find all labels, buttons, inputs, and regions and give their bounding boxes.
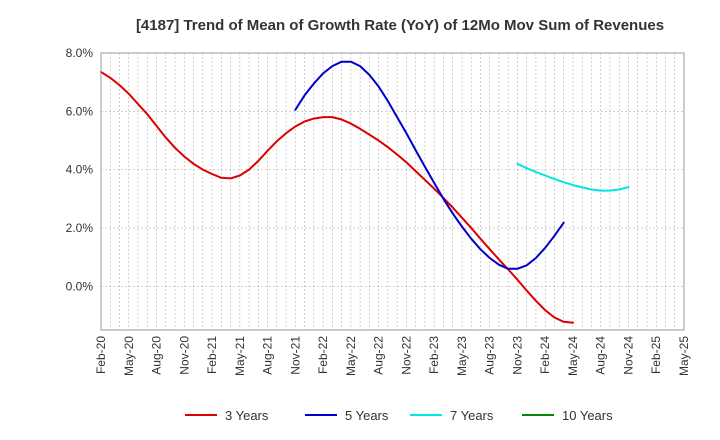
x-tick-label: Nov-22 (399, 336, 413, 375)
legend-label: 10 Years (562, 408, 613, 423)
x-tick-label: May-21 (233, 336, 247, 376)
grid (101, 52, 684, 330)
x-tick-label: Aug-24 (594, 336, 608, 375)
legend-label: 5 Years (345, 408, 389, 423)
y-tick-label: 6.0% (66, 104, 94, 118)
x-tick-label: Aug-23 (483, 336, 497, 375)
y-axis: 8.0% 6.0% 4.0% 2.0% 0.0% (66, 46, 94, 293)
x-tick-label: Feb-20 (94, 336, 108, 374)
legend-label: 3 Years (225, 408, 269, 423)
x-tick-label: May-20 (122, 336, 136, 376)
legend-label: 7 Years (450, 408, 494, 423)
y-tick-label: 2.0% (66, 221, 94, 235)
series-layer (100, 60, 630, 324)
y-tick-label: 4.0% (66, 163, 94, 177)
x-tick-label: May-23 (455, 336, 469, 376)
x-tick-label: Nov-20 (177, 336, 191, 375)
x-tick-label: Aug-21 (261, 336, 275, 375)
x-tick-label: May-25 (677, 336, 691, 376)
series-line-5-years (294, 60, 565, 270)
series-line-7-years (516, 162, 630, 192)
x-tick-label: Feb-24 (538, 336, 552, 374)
x-axis: Feb-20 May-20 Aug-20 Nov-20 Feb-21 May-21 Aug-… (94, 336, 691, 376)
plot-frame (100, 52, 685, 331)
x-tick-label: May-22 (344, 336, 358, 376)
x-tick-label: Feb-21 (205, 336, 219, 374)
x-tick-label: Nov-24 (621, 336, 635, 375)
x-tick-label: Aug-22 (372, 336, 386, 375)
legend: 3 Years 5 Years 7 Years 10 Years (185, 408, 613, 423)
series-line-3-years (100, 71, 574, 324)
y-tick-label: 0.0% (66, 279, 94, 293)
y-tick-label: 8.0% (66, 46, 94, 60)
x-tick-label: Feb-25 (649, 336, 663, 374)
x-tick-label: Nov-23 (510, 336, 524, 375)
x-tick-label: May-24 (566, 336, 580, 376)
chart-title: [4187] Trend of Mean of Growth Rate (YoY… (136, 17, 664, 34)
x-tick-label: Aug-20 (150, 336, 164, 375)
x-tick-label: Feb-23 (427, 336, 441, 374)
x-tick-label: Nov-21 (288, 336, 302, 375)
x-tick-label: Feb-22 (316, 336, 330, 374)
